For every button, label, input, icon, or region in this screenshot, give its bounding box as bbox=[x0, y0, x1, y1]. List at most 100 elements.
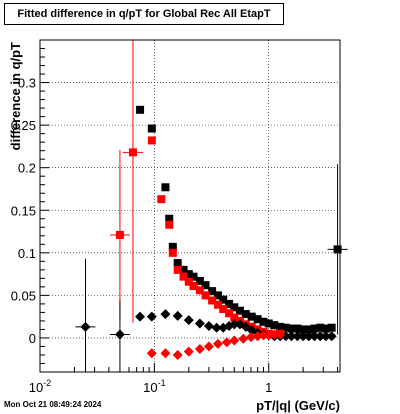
data-point-diamond bbox=[315, 331, 326, 342]
data-point-square bbox=[195, 276, 204, 285]
data-point-square bbox=[165, 220, 174, 229]
data-point-square bbox=[310, 324, 319, 333]
data-point-square bbox=[235, 306, 244, 315]
data-point-square bbox=[304, 325, 313, 334]
plot-frame bbox=[39, 39, 341, 373]
x-axis-label: pT/|q| (GeV/c) bbox=[256, 398, 340, 413]
data-point-square bbox=[201, 291, 210, 300]
data-point-diamond bbox=[229, 319, 240, 330]
data-point-diamond bbox=[194, 344, 205, 355]
data-point-diamond bbox=[229, 335, 240, 346]
x-tick-label: 10-2 bbox=[29, 378, 51, 395]
data-point-diamond bbox=[269, 329, 280, 340]
data-point-square bbox=[225, 299, 234, 308]
y-tick-label: 0.25 bbox=[11, 118, 36, 133]
data-point-square bbox=[208, 296, 217, 305]
data-point-square bbox=[281, 323, 290, 332]
data-point-diamond bbox=[146, 348, 157, 359]
data-point-square bbox=[168, 248, 177, 257]
data-point-diamond bbox=[135, 311, 146, 322]
data-point-square bbox=[168, 242, 177, 251]
data-point-square bbox=[147, 136, 156, 145]
data-point-diamond bbox=[172, 310, 183, 321]
data-point-diamond bbox=[298, 331, 309, 342]
data-point-diamond bbox=[114, 329, 125, 340]
y-tick-label: 0.1 bbox=[18, 246, 36, 261]
data-point-square bbox=[165, 214, 174, 223]
data-point-square bbox=[128, 148, 137, 157]
data-point-diamond bbox=[246, 325, 257, 336]
data-point-square bbox=[264, 319, 273, 328]
data-point-square bbox=[219, 295, 228, 304]
data-point-square bbox=[208, 287, 217, 296]
data-point-diamond bbox=[183, 346, 194, 357]
data-point-square bbox=[293, 324, 302, 333]
data-markers bbox=[80, 105, 342, 360]
data-point-diamond bbox=[238, 333, 249, 344]
data-point-diamond bbox=[292, 331, 303, 342]
data-point-square bbox=[225, 309, 234, 318]
data-point-square bbox=[299, 325, 308, 334]
error-bars bbox=[75, 40, 348, 372]
data-point-diamond bbox=[203, 321, 214, 332]
y-tick-label: 0.15 bbox=[11, 203, 36, 218]
data-point-diamond bbox=[303, 331, 314, 342]
data-point-square bbox=[173, 259, 182, 268]
chart-title: Fitted difference in q/pT for Global Rec… bbox=[4, 3, 284, 25]
data-point-diamond bbox=[275, 329, 286, 340]
data-point-diamond bbox=[203, 341, 214, 352]
data-point-square bbox=[230, 303, 239, 312]
data-point-square bbox=[247, 312, 256, 321]
data-point-square bbox=[316, 323, 325, 332]
data-point-diamond bbox=[172, 349, 183, 360]
data-point-square bbox=[157, 195, 166, 204]
data-point-diamond bbox=[211, 322, 222, 333]
data-point-square bbox=[253, 315, 262, 324]
data-point-square bbox=[241, 310, 250, 319]
data-point-square bbox=[259, 317, 268, 326]
data-point-square bbox=[230, 313, 239, 322]
data-point-diamond bbox=[320, 331, 331, 342]
data-point-square bbox=[136, 105, 145, 114]
data-point-square bbox=[179, 272, 188, 281]
data-point-square bbox=[161, 183, 170, 192]
data-point-square bbox=[327, 323, 336, 332]
data-point-diamond bbox=[326, 331, 337, 342]
data-point-square bbox=[184, 277, 193, 286]
data-point-square bbox=[276, 322, 285, 331]
data-point-diamond bbox=[286, 331, 297, 342]
data-point-square bbox=[201, 281, 210, 290]
data-point-diamond bbox=[221, 337, 232, 348]
y-tick-label: 0.3 bbox=[18, 76, 36, 91]
y-tick-label: 0 bbox=[29, 331, 36, 346]
data-point-diamond bbox=[309, 331, 320, 342]
data-point-diamond bbox=[246, 332, 257, 343]
y-tick-label: 0.2 bbox=[18, 161, 36, 176]
data-point-square bbox=[184, 270, 193, 279]
data-point-square bbox=[173, 265, 182, 274]
data-point-diamond bbox=[183, 315, 194, 326]
data-point-square bbox=[189, 272, 198, 281]
data-point-diamond bbox=[146, 311, 157, 322]
tick-labels: 0 0.05 0.1 0.15 0.2 0.25 0.3 10-2 10-1 1 bbox=[11, 76, 273, 395]
data-point-square bbox=[270, 321, 279, 330]
data-point-square bbox=[147, 124, 156, 133]
data-point-square bbox=[321, 324, 330, 333]
axis-ticks bbox=[39, 39, 339, 373]
data-point-square bbox=[115, 230, 124, 239]
x-tick-label: 1 bbox=[265, 380, 272, 395]
data-point-diamond bbox=[80, 321, 91, 332]
y-tick-label: 0.05 bbox=[11, 288, 36, 303]
data-point-square bbox=[213, 291, 222, 300]
data-point-diamond bbox=[194, 318, 205, 329]
data-point-diamond bbox=[160, 348, 171, 359]
y-axis-label: difference in q/pT bbox=[8, 42, 23, 150]
x-tick-label: 10-1 bbox=[143, 378, 165, 395]
timestamp: Mon Oct 21 08:49:24 2024 bbox=[4, 400, 102, 409]
data-point-square bbox=[195, 286, 204, 295]
data-point-square bbox=[213, 300, 222, 309]
data-point-diamond bbox=[212, 338, 223, 349]
data-point-diamond bbox=[258, 330, 269, 341]
data-point-square bbox=[189, 282, 198, 291]
